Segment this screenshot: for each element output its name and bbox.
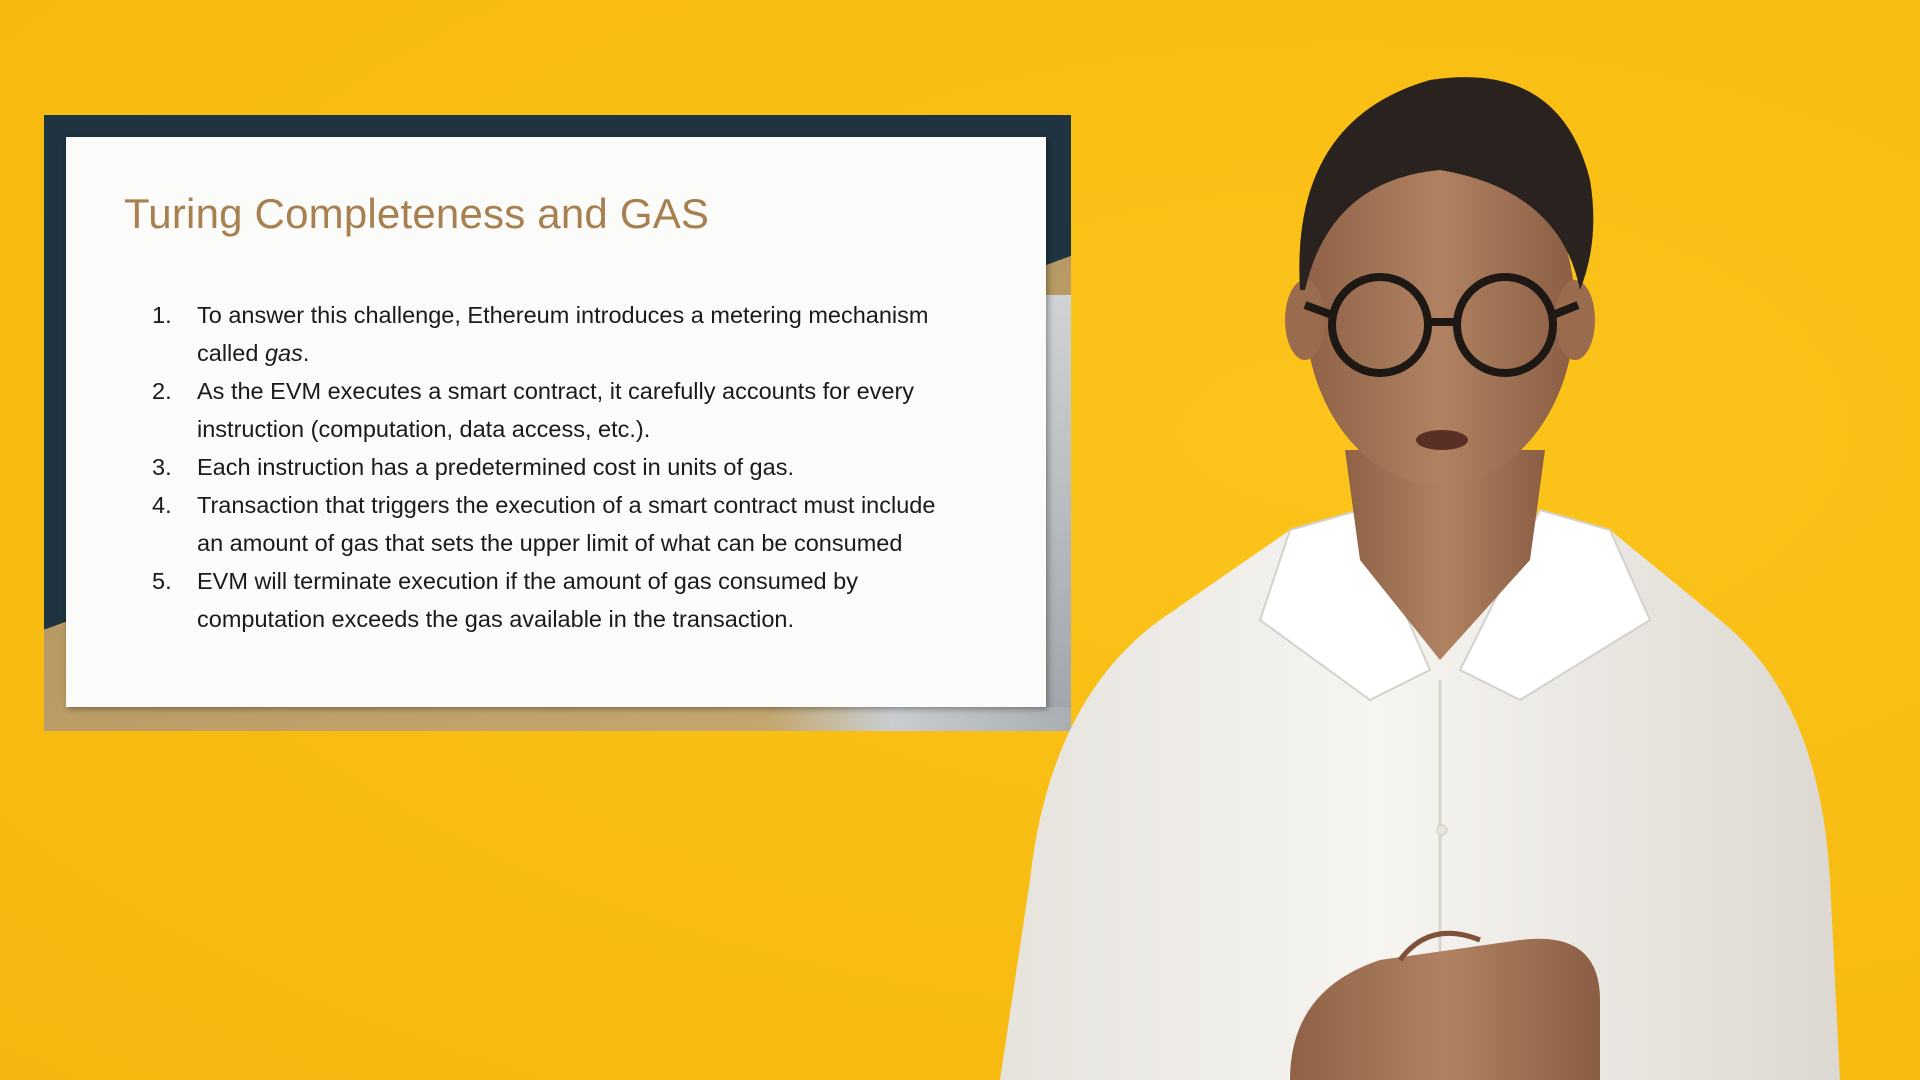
list-item-number: 5. (152, 568, 172, 594)
list-item-text: called (197, 340, 265, 366)
presenter-person-icon (1000, 77, 1840, 1080)
list-item-number: 4. (152, 492, 172, 518)
list-item-text: Each instruction has a predetermined cos… (197, 454, 794, 480)
list-item-suffix: . (302, 340, 310, 366)
list-item: 3. Each instruction has a predetermined … (142, 448, 982, 486)
list-item: 1. To answer this challenge, Ethereum in… (142, 296, 982, 372)
list-item-text: an amount of gas that sets the upper lim… (197, 530, 903, 556)
slide-title: Turing Completeness and GAS (124, 190, 710, 237)
list-item-number: 1. (152, 302, 172, 328)
glasses-icon (1303, 273, 1580, 377)
collar-shape (1258, 508, 1432, 702)
shirt-shape (1000, 530, 1840, 1080)
slide-grey-bottom-edge (771, 707, 1071, 731)
list-item-text: Transaction that triggers the execution … (197, 492, 936, 518)
head-shape (1305, 135, 1575, 485)
list-item: 4. Transaction that triggers the executi… (142, 486, 982, 562)
hands-shape (1290, 938, 1600, 1080)
list-item-number: 3. (152, 454, 172, 480)
list-item-text: As the EVM executes a smart contract, it… (197, 378, 915, 404)
collar-shape (1458, 508, 1652, 702)
list-item-text: computation exceeds the gas available in… (197, 606, 795, 632)
list-item-text: EVM will terminate execution if the amou… (197, 568, 858, 594)
list-item-number: 2. (152, 378, 172, 404)
list-item-emphasis: gas (264, 340, 303, 366)
list-item-text: instruction (computation, data access, e… (197, 416, 651, 442)
list-item: 2. As the EVM executes a smart contract,… (142, 372, 982, 448)
slide-paper (66, 137, 1046, 707)
list-item: 5. EVM will terminate execution if the a… (142, 562, 982, 638)
slide-list: 1. To answer this challenge, Ethereum in… (142, 296, 982, 638)
neck-shape (1345, 450, 1545, 660)
list-item-text: To answer this challenge, Ethereum intro… (197, 302, 929, 328)
slide-frame (44, 115, 1071, 731)
hair-shape (1299, 77, 1594, 290)
